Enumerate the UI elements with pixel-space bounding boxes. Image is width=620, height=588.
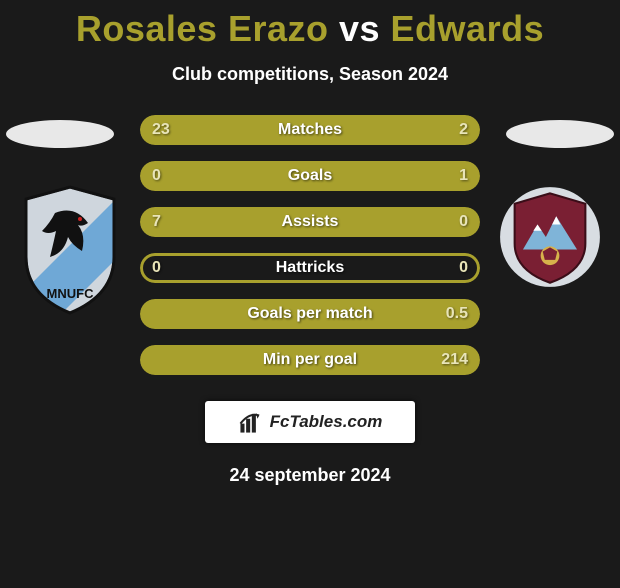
stat-row: 232Matches [140,115,480,145]
stat-row: 70Assists [140,207,480,237]
footer-date: 24 september 2024 [0,465,620,486]
team-crest-right [498,185,602,289]
comparison-panel: MNUFC 232Matches 01Goals 70Assists 00Hattri… [0,115,620,395]
subtitle: Club competitions, Season 2024 [0,64,620,85]
comparison-title: Rosales Erazo vs Edwards [0,8,620,50]
stat-label: Goals per match [140,299,480,329]
team-crest-left: MNUFC [18,185,122,315]
stat-bars: 232Matches 01Goals 70Assists 00Hattricks 0.5… [140,115,480,391]
source-badge-text: FcTables.com [270,412,383,432]
svg-text:MNUFC: MNUFC [47,286,95,301]
player-right-name: Edwards [380,8,544,49]
stat-row: 00Hattricks [140,253,480,283]
player-left-name: Rosales Erazo [76,8,339,49]
photo-placeholder-left [6,120,114,148]
stat-row: 0.5Goals per match [140,299,480,329]
title-vs: vs [339,8,380,49]
source-badge[interactable]: FcTables.com [205,401,415,443]
stat-label: Goals [140,161,480,191]
mnufc-crest-icon: MNUFC [18,185,122,315]
stat-label: Min per goal [140,345,480,375]
stat-row: 01Goals [140,161,480,191]
fctables-logo-icon [238,409,264,435]
stat-label: Matches [140,115,480,145]
stat-label: Assists [140,207,480,237]
rapids-crest-icon [498,185,602,289]
stat-label: Hattricks [140,253,480,283]
photo-placeholder-right [506,120,614,148]
stat-row: 214Min per goal [140,345,480,375]
